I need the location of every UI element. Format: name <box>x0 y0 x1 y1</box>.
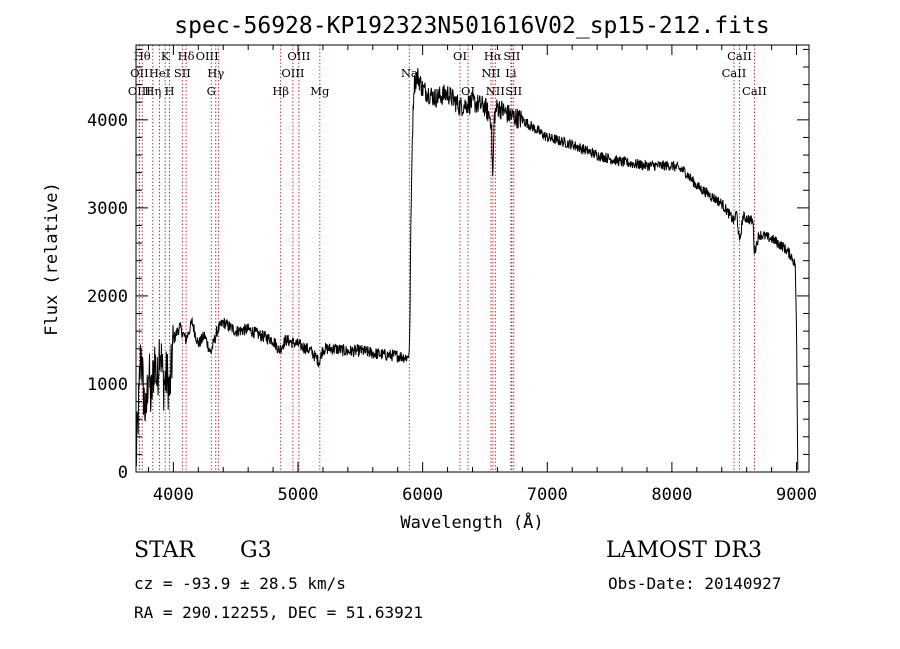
x-tick-label-9000: 9000 <box>776 485 817 505</box>
spectral-line-label-12: Hβ <box>272 84 289 98</box>
y-axis-label: Flux (relative) <box>42 182 62 336</box>
axis-ticks <box>136 45 809 473</box>
spectral-line-label-22: Li <box>505 66 517 80</box>
spectral-line-label-27: CaII <box>742 84 767 98</box>
x-tick-label-5000: 5000 <box>278 485 319 505</box>
y-tick-label-3000: 3000 <box>87 199 128 219</box>
spectral-line-label-16: Na <box>401 66 418 80</box>
plot-frame <box>135 44 810 473</box>
spectral-line-label-3: Hη <box>144 84 161 98</box>
y-tick-label-2000: 2000 <box>87 287 128 307</box>
y-tick-labels: 0 1000 2000 3000 4000 <box>87 111 128 483</box>
x-tick-label-6000: 6000 <box>402 485 443 505</box>
spectral-line-label-20: Hα <box>484 49 502 63</box>
coordinates-readout: RA = 290.12255, DEC = 51.63921 <box>134 603 423 622</box>
spectral-line-label-7: SII <box>174 66 191 80</box>
spectral-line-label-21: NII <box>486 84 505 98</box>
spectral-line-label-0: Hθ <box>134 49 151 63</box>
x-tick-label-8000: 8000 <box>651 485 692 505</box>
y-tick-label-1000: 1000 <box>87 375 128 395</box>
observation-date: Obs-Date: 20140927 <box>608 574 782 593</box>
x-tick-label-7000: 7000 <box>527 485 568 505</box>
x-tick-labels: 4000 5000 6000 7000 8000 9000 <box>153 485 817 505</box>
chart-title: spec-56928-KP192323N501616V02_sp15-212.f… <box>174 13 769 39</box>
survey-name: LAMOST DR3 <box>606 538 762 563</box>
redshift-readout: cz = -93.9 ± 28.5 km/s <box>134 574 346 593</box>
spectral-line-label-5: K <box>161 49 170 63</box>
spectral-line-label-1: OII <box>130 66 149 80</box>
spectral-line-label-13: OIII <box>281 66 304 80</box>
spectral-line-label-23: SII <box>503 49 520 63</box>
object-class: STAR <box>134 538 195 563</box>
spectral-line-label-4: HeI <box>149 66 170 80</box>
spectral-line-label-8: Hδ <box>178 49 195 63</box>
y-tick-label-4000: 4000 <box>87 111 128 131</box>
object-subclass: G3 <box>240 538 272 563</box>
spectral-line-labels: HθOIIOIIIHηHeIKHSIIHδGHγOIIIHβOIIIOIIIMg… <box>128 49 767 98</box>
spectral-line-label-2: OIII <box>128 84 151 98</box>
spectral-line-label-11: OIII <box>196 49 219 63</box>
spectral-line-label-15: Mg <box>310 84 330 98</box>
spectrum-line <box>135 68 799 471</box>
spectral-line-label-26: CaII <box>727 49 752 63</box>
spectral-line-label-19: NII <box>481 66 500 80</box>
x-axis-label: Wavelength (Å) <box>400 511 543 533</box>
spectral-line-markers <box>138 45 755 472</box>
spectral-line-label-14: OIII <box>287 49 310 63</box>
spectral-line-label-9: G <box>207 84 216 98</box>
x-tick-label-4000: 4000 <box>153 485 194 505</box>
spectral-line-label-24: SII <box>505 84 522 98</box>
spectral-line-label-10: Hγ <box>207 66 224 80</box>
spectral-line-label-17: OI <box>453 49 467 63</box>
spectral-line-label-6: H <box>165 84 175 98</box>
spectral-line-label-25: CaII <box>722 66 747 80</box>
y-tick-label-0: 0 <box>118 463 128 483</box>
